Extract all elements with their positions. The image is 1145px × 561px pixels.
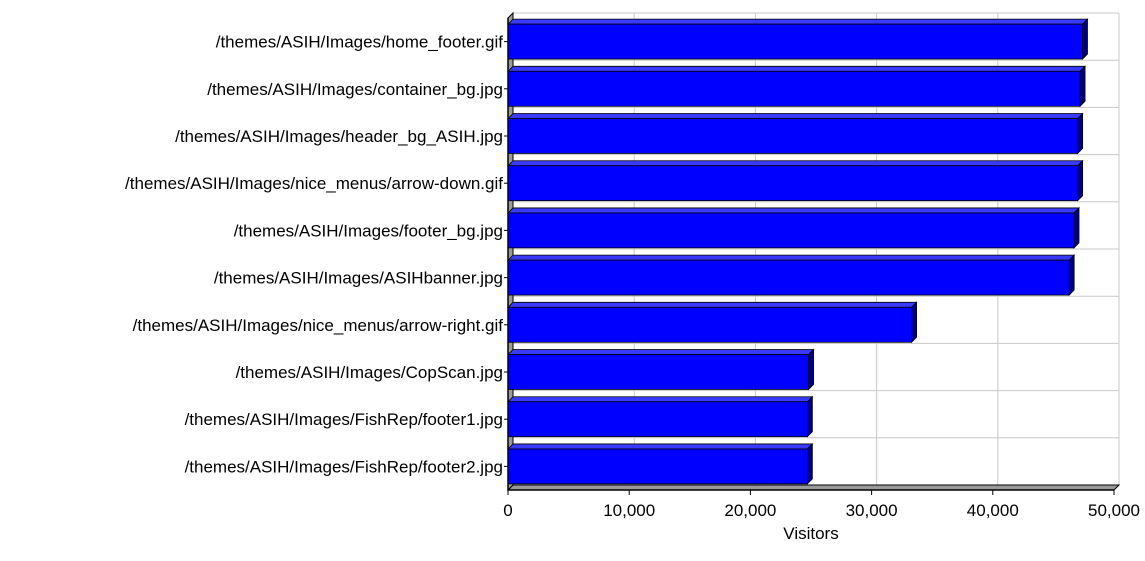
bar-side-4 — [1073, 206, 1080, 249]
x-tick-label-1: 10,000 — [603, 501, 655, 520]
bar-side-0 — [1082, 18, 1088, 61]
bar-top-8 — [507, 396, 814, 403]
bar-5 — [507, 259, 1070, 296]
y-tick-label-8: /themes/ASIH/Images/FishRep/footer1.jpg — [185, 410, 503, 429]
bar-side-1 — [1079, 65, 1086, 108]
y-tick-label-4: /themes/ASIH/Images/footer_bg.jpg — [234, 221, 503, 240]
x-tick-label-0: 0 — [503, 501, 512, 520]
bar-side-5 — [1068, 254, 1075, 297]
bar-top-4 — [507, 207, 1080, 214]
y-tick-label-7: /themes/ASIH/Images/CopScan.jpg — [236, 363, 503, 382]
y-tick-label-5: /themes/ASIH/Images/ASIHbanner.jpg — [214, 269, 503, 288]
bar-7 — [507, 354, 809, 390]
bar-0 — [507, 23, 1083, 60]
bar-side-6 — [911, 301, 917, 344]
bar-top-6 — [507, 301, 918, 308]
bar-top-2 — [507, 113, 1084, 119]
x-tick-label-5: 50,000 — [1088, 501, 1140, 520]
bar-3 — [507, 165, 1079, 202]
y-tick-label-6: /themes/ASIH/Images/nice_menus/arrow-rig… — [133, 316, 504, 335]
bar-top-7 — [507, 349, 815, 355]
bar-4 — [507, 212, 1075, 249]
x-tick-label-3: 30,000 — [846, 501, 898, 520]
bar-top-9 — [507, 443, 814, 450]
x-tick-label-2: 20,000 — [724, 501, 776, 520]
y-tick-label-9: /themes/ASIH/Images/FishRep/footer2.jpg — [185, 457, 503, 476]
y-tick-label-3: /themes/ASIH/Images/nice_menus/arrow-dow… — [125, 174, 503, 193]
bar-top-0 — [507, 18, 1089, 25]
bar-side-3 — [1077, 159, 1084, 202]
bar-side-9 — [806, 442, 813, 485]
bar-8 — [507, 401, 808, 438]
bar-9 — [507, 448, 808, 485]
bar-top-1 — [507, 65, 1087, 72]
bar-top-3 — [507, 160, 1084, 167]
bar-side-7 — [808, 348, 814, 391]
x-axis-title: Visitors — [783, 524, 838, 543]
bar-top-5 — [507, 254, 1076, 261]
bar-side-8 — [806, 395, 813, 438]
y-tick-label-1: /themes/ASIH/Images/container_bg.jpg — [207, 80, 503, 99]
y-tick-label-0: /themes/ASIH/Images/home_footer.gif — [216, 33, 504, 52]
y-tick-label-2: /themes/ASIH/Images/header_bg_ASIH.jpg — [175, 127, 503, 146]
bar-1 — [507, 70, 1081, 107]
bar-2 — [507, 118, 1079, 154]
x-tick-label-4: 40,000 — [967, 501, 1019, 520]
bar-6 — [507, 306, 912, 343]
bar-side-2 — [1077, 112, 1084, 155]
